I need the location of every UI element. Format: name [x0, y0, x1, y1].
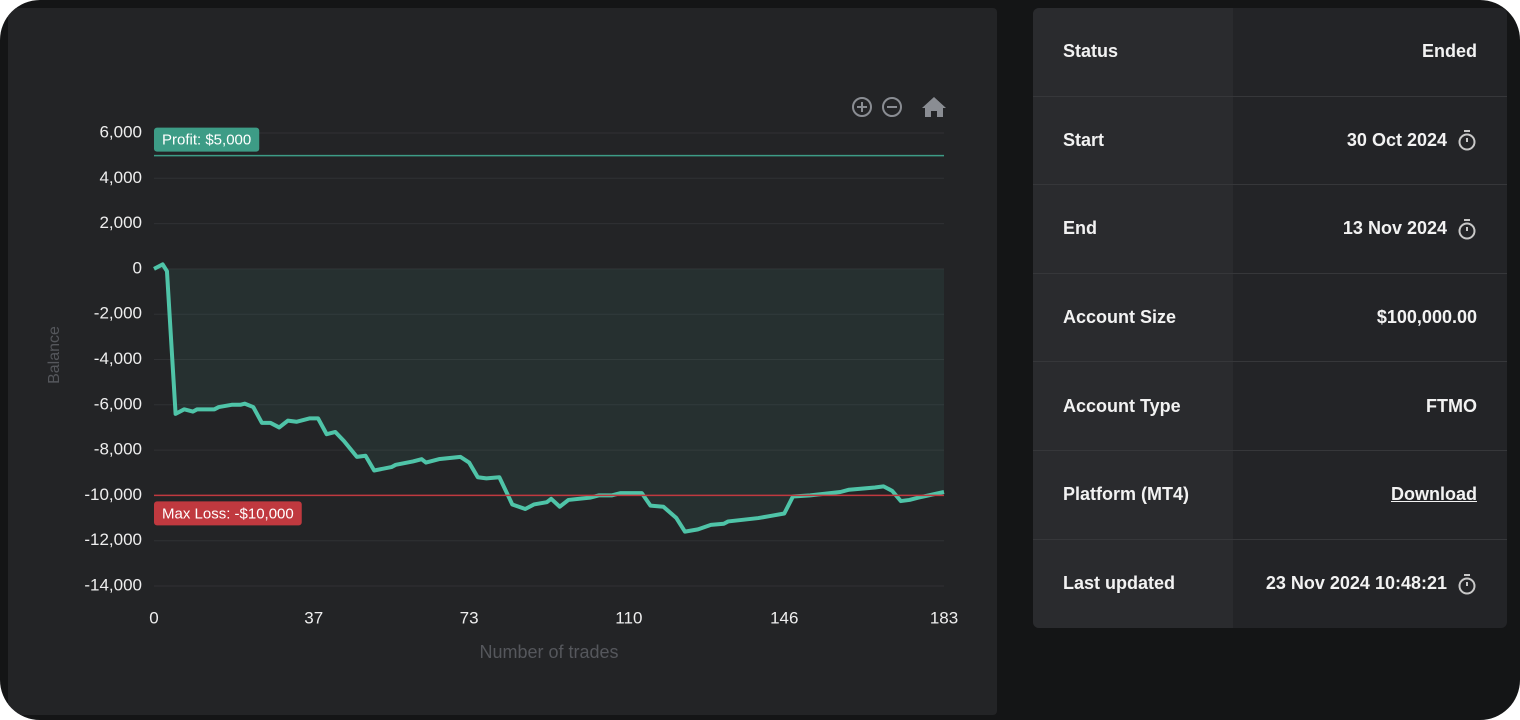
chart: Balance Number of trades -14,000 -12,000 -… — [8, 8, 997, 715]
row: Account Size $100,000.00 — [1033, 273, 1507, 363]
label-box — [154, 501, 302, 526]
reset-zoom[interactable] — [922, 97, 946, 117]
label: Start — [1033, 96, 1233, 185]
download-link[interactable]: Download — [1391, 484, 1477, 505]
area-fill — [154, 264, 944, 532]
row: Start 30 Oct 2024 — [1033, 96, 1507, 186]
y-tick-label: -6,000 — [94, 394, 142, 413]
details-table: Status Ended Start 30 Oct 2024 End 13 Nov 2… — [1033, 8, 1507, 628]
y-tick-label: 4,000 — [99, 168, 142, 187]
y-tick-label: 2,000 — [99, 213, 142, 232]
x-axis-title: Number of trades — [479, 642, 618, 662]
threshold-label: Max Loss: -$10,000 — [154, 501, 302, 526]
stopwatch-icon — [1458, 130, 1476, 151]
y-tick-label: -8,000 — [94, 440, 142, 459]
row: Status Ended — [1033, 8, 1507, 97]
label: Status — [1033, 8, 1233, 96]
threshold-label: Profit: $5,000 — [154, 127, 260, 152]
zoom-in[interactable] — [852, 97, 872, 117]
y-axis-title: Balance — [46, 326, 63, 384]
value: 13 Nov 2024 — [1342, 218, 1447, 239]
chart-panel — [8, 8, 997, 715]
y-tick-label: -4,000 — [94, 349, 142, 368]
value: 30 Oct 2024 — [1346, 129, 1447, 150]
label-text: Profit: $5,000 — [162, 132, 251, 149]
label: Platform (MT4) — [1033, 450, 1233, 539]
label-text: Max Loss: -$10,000 — [162, 505, 294, 522]
row: Platform (MT4) Download — [1033, 450, 1507, 540]
value: 23 Nov 2024 10:48:21 — [1265, 573, 1447, 594]
y-tick-label: -14,000 — [84, 575, 142, 594]
y-tick-label: 6,000 — [99, 122, 142, 141]
row: End 13 Nov 2024 — [1033, 185, 1507, 274]
row: Account Type FTMO — [1033, 362, 1507, 451]
balance-line — [153, 262, 945, 534]
row: Last updated 23 Nov 2024 10:48:21 — [1033, 539, 1507, 628]
y-tick-label: -2,000 — [94, 304, 142, 323]
y-tick-label: 0 — [133, 258, 142, 277]
value: FTMO — [1426, 395, 1477, 416]
x-tick-label: 37 — [304, 608, 323, 627]
y-tick-label: -10,000 — [84, 485, 142, 504]
x-tick-label: 73 — [460, 608, 479, 627]
label: Last updated — [1033, 539, 1233, 628]
label: Account Size — [1033, 273, 1233, 362]
value: Ended — [1421, 41, 1477, 62]
label-box — [154, 127, 260, 152]
stopwatch-icon — [1458, 218, 1476, 240]
x-tick-label: 146 — [770, 608, 798, 627]
stopwatch-icon — [1458, 573, 1476, 595]
label: Account Type — [1033, 362, 1233, 450]
label: End — [1033, 185, 1233, 273]
x-tick-label: 110 — [615, 608, 642, 627]
value: $100,000.00 — [1376, 307, 1477, 328]
zoom-out[interactable] — [882, 97, 902, 117]
x-tick-label: 183 — [930, 608, 958, 627]
x-tick-label: 0 — [149, 608, 158, 627]
y-tick-label: -12,000 — [84, 530, 142, 549]
